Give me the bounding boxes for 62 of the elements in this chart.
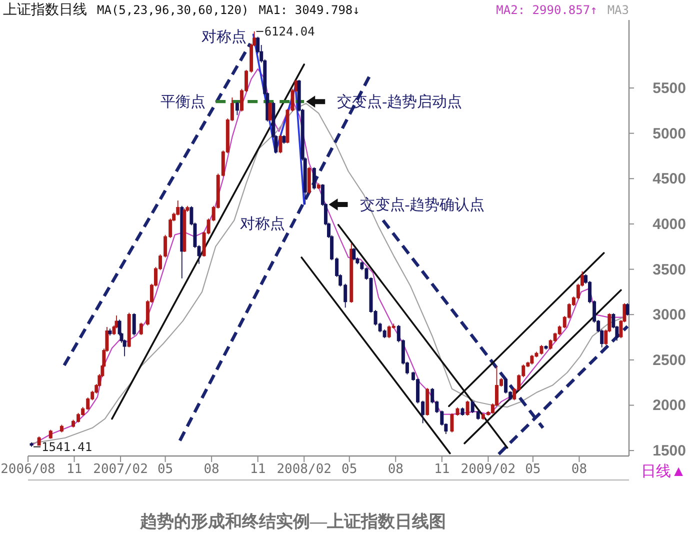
candlestick [460,407,464,416]
candlestick [282,134,286,144]
candlestick [470,400,474,414]
y-tick-label: 4000 [652,216,686,233]
x-tick-label: 08 [204,462,220,477]
text: 日线▲ [641,463,686,480]
y-tick-label: 4500 [652,170,686,188]
x-tick-label: 2006/08 [0,462,56,477]
annotation: 6124.04 [264,24,315,38]
candlestick [132,312,136,336]
candlestick [456,407,460,416]
x-tick-label: 11 [434,462,450,477]
chart-subtitle: MA(5,23,96,30,60,120) [97,3,249,17]
x-tick-label: 2009/02 [460,462,516,477]
y-tick-label: 1500 [652,442,686,460]
chart-title: 上证指数日线 [3,1,87,17]
candlestick [235,102,239,116]
candlestick [476,410,480,420]
text: 趋势的形成和终结实例—上证指数日线图 [139,512,446,531]
candlestick [450,412,454,433]
x-tick-label: 05 [342,462,358,477]
candlestick [544,344,548,350]
candlestick [316,182,320,190]
x-tick-label: 2008/02 [276,462,332,477]
annotation: 对称点 [201,28,246,46]
annotation: 对称点 [240,215,286,232]
text: MA2: 2990.857↑ [496,3,598,17]
text: MA3 [607,3,629,17]
y-tick-label: 2000 [652,397,686,414]
candlestick [60,424,64,433]
x-tick-label: 11 [250,462,266,477]
candlestick [307,166,311,194]
candlestick [268,102,272,122]
candlestick [426,388,430,416]
y-tick-label: 5500 [652,80,686,97]
x-tick-label: 05 [525,462,541,477]
candlestick [278,134,282,154]
candlestick [312,166,316,190]
x-tick-label: 05 [157,462,174,477]
x-tick-label: 11 [66,462,82,477]
candlestick [108,328,112,336]
candlestick [30,442,34,448]
candlestick [139,322,143,336]
y-tick-label: 5000 [652,125,686,142]
x-tick-label: 2007/02 [93,462,148,477]
x-tick-label: 08 [388,462,404,477]
y-tick-label: 2500 [652,352,686,369]
annotation: 1541.41 [42,440,92,454]
candlestick [626,302,630,316]
text: MA1: 3049.798↓ [258,3,360,17]
annotation: 平衡点 [160,94,206,111]
candlestick [37,436,41,446]
x-tick-label: 08 [571,462,588,477]
candlestick [352,248,356,261]
y-tick-label: 3500 [652,261,686,278]
candlestick [466,400,470,416]
candlestick [48,429,52,440]
annotation: 交变点-趋势启动点 [337,94,462,111]
candlestick [530,354,534,365]
candlestick [127,312,131,348]
annotation: 交变点-趋势确认点 [360,196,485,214]
y-tick-label: 3000 [652,306,686,324]
